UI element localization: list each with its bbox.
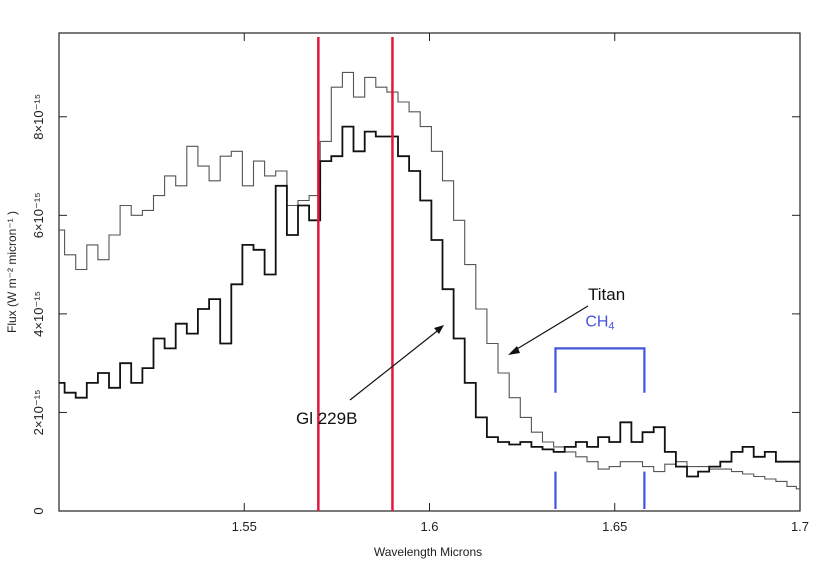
annotation-titan-label: Titan (588, 285, 625, 304)
series-line-titan (59, 71, 800, 490)
series-line-gl-229b (59, 125, 800, 478)
y-axis-ticks: 0 2×10⁻¹⁵ 4×10⁻¹⁵ 6×10⁻¹⁵ 8×10⁻¹⁵ (31, 94, 800, 515)
vertical-lines-layer (317, 37, 394, 511)
y-tick-label-4: 8×10⁻¹⁵ (31, 94, 46, 140)
x-tick-label-2: 1.65 (602, 519, 627, 534)
annotation-titan-arrow (511, 305, 589, 353)
annotation-layer: Titan Gl 229B (296, 285, 625, 428)
x-tick-label-1: 1.6 (420, 519, 438, 534)
x-tick-label-0: 1.55 (232, 519, 257, 534)
ch4-band-label-subscript: 4 (608, 320, 614, 332)
y-tick-label-3: 6×10⁻¹⁵ (31, 192, 46, 238)
series-layer (59, 71, 800, 490)
y-tick-label-0: 0 (31, 507, 46, 514)
ch4-band-bracket (554, 347, 646, 393)
annotation-titan-arrowhead (508, 346, 520, 355)
y-tick-label-2: 4×10⁻¹⁵ (31, 291, 46, 337)
y-tick-label-1: 2×10⁻¹⁵ (31, 390, 46, 436)
x-axis-label: Wavelength Microns (374, 545, 482, 559)
ch4-band-layer: CH4 (554, 313, 646, 509)
x-axis-ticks: 1.55 1.6 1.65 1.7 (232, 33, 809, 534)
plot-frame (58, 32, 801, 512)
annotation-gl229b-arrow (349, 327, 442, 401)
annotation-gl229b-arrowhead (434, 325, 444, 334)
x-tick-label-3: 1.7 (791, 519, 809, 534)
ch4-band-label: CH4 (585, 313, 614, 332)
y-axis-label: Flux (W m⁻² micron⁻¹ ) (5, 211, 19, 333)
annotation-gl229b-label: Gl 229B (296, 409, 357, 428)
